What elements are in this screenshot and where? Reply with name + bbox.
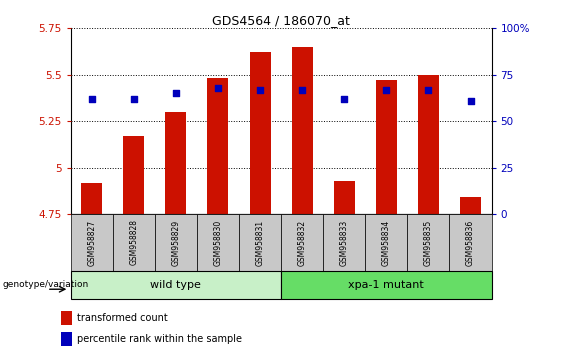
Bar [207, 79, 228, 214]
Bar [292, 47, 312, 214]
Bar [376, 80, 397, 214]
Bar [61, 332, 72, 346]
Bar [250, 52, 271, 214]
Text: GSM958833: GSM958833 [340, 219, 349, 266]
Bar [281, 271, 492, 299]
Bar [155, 214, 197, 271]
Bar [197, 214, 239, 271]
Bar [460, 198, 481, 214]
Bar [450, 214, 492, 271]
Point [87, 96, 96, 102]
Text: transformed count: transformed count [77, 313, 168, 323]
Text: xpa-1 mutant: xpa-1 mutant [349, 280, 424, 290]
Text: GSM958836: GSM958836 [466, 219, 475, 266]
Point [382, 87, 391, 92]
Text: GSM958834: GSM958834 [382, 219, 391, 266]
Bar [418, 75, 439, 214]
Bar [281, 214, 323, 271]
Text: GSM958830: GSM958830 [214, 219, 223, 266]
Bar [334, 181, 355, 214]
Text: percentile rank within the sample: percentile rank within the sample [77, 334, 242, 344]
Text: GSM958829: GSM958829 [171, 219, 180, 266]
Point [424, 87, 433, 92]
Bar [71, 214, 113, 271]
Text: genotype/variation: genotype/variation [3, 280, 89, 290]
Bar [323, 214, 366, 271]
Bar [81, 183, 102, 214]
Bar [239, 214, 281, 271]
Text: GSM958827: GSM958827 [87, 219, 96, 266]
Bar [71, 271, 281, 299]
Title: GDS4564 / 186070_at: GDS4564 / 186070_at [212, 14, 350, 27]
Bar [166, 112, 186, 214]
Bar [123, 136, 144, 214]
Bar [113, 214, 155, 271]
Point [255, 87, 264, 92]
Point [466, 98, 475, 104]
Bar [61, 312, 72, 325]
Point [171, 91, 180, 96]
Text: wild type: wild type [150, 280, 201, 290]
Text: GSM958828: GSM958828 [129, 219, 138, 266]
Point [340, 96, 349, 102]
Text: GSM958831: GSM958831 [255, 219, 264, 266]
Point [298, 87, 307, 92]
Point [129, 96, 138, 102]
Bar [365, 214, 407, 271]
Point [214, 85, 223, 91]
Text: GSM958835: GSM958835 [424, 219, 433, 266]
Bar [407, 214, 450, 271]
Text: GSM958832: GSM958832 [298, 219, 307, 266]
